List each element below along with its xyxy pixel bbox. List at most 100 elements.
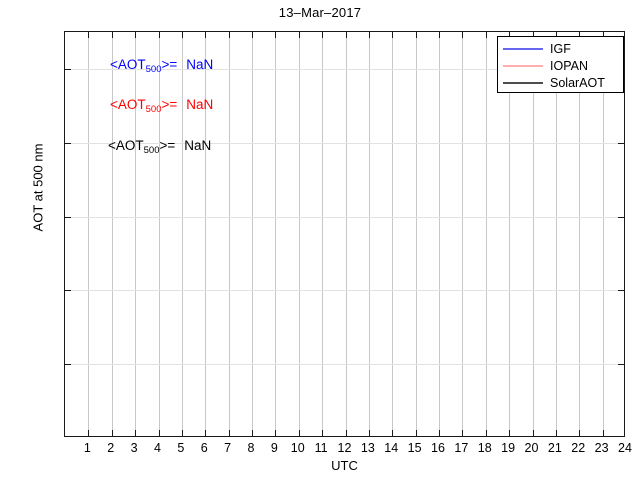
x-tick-mark [509,430,511,436]
y-tick-mark [65,68,71,70]
annotation-value: NaN [186,57,214,72]
x-tick-mark [135,32,137,38]
gridline-vertical [322,32,324,436]
legend-entry[interactable]: IOPAN [498,57,623,74]
gridline-vertical [462,32,464,436]
y-tick-mark [65,216,71,218]
annotation-suffix: >= [161,97,178,112]
x-tick-mark [368,32,370,38]
x-tick-mark [485,32,487,38]
x-tick-label: 5 [177,441,185,455]
gridline-vertical [228,32,230,436]
x-tick-mark [111,430,113,436]
legend-label: SolarAOT [550,75,605,90]
x-tick-label: 4 [154,441,161,455]
y-tick-mark [65,364,71,366]
x-tick-label: 9 [270,441,278,455]
x-tick-mark [345,430,347,436]
x-tick-mark [205,32,207,38]
legend-entry[interactable]: SolarAOT [498,74,623,91]
annotation-subscript: 500 [145,64,162,75]
x-tick-mark [228,430,230,436]
x-tick-mark [532,32,534,38]
legend-label: IGF [550,41,571,56]
x-tick-label: 8 [247,441,255,455]
x-tick-label: 15 [407,441,422,455]
annotation-subscript: 500 [145,104,162,115]
gridline-vertical [135,32,137,436]
annotation-mean-aot-solaraot: <AOT500>= NaN [108,138,212,156]
x-tick-mark [602,430,604,436]
x-tick-mark [439,32,440,38]
x-tick-label: 13 [360,441,375,455]
legend-entry[interactable]: IGF [498,40,623,57]
x-tick-mark [415,32,417,38]
legend-line-swatch [503,47,543,50]
x-tick-mark [509,32,511,38]
annotation-subscript: 500 [143,145,160,156]
x-tick-mark [392,430,394,436]
x-tick-mark [322,32,324,38]
x-tick-mark [135,430,137,436]
x-tick-label: 2 [107,441,115,455]
gridline-vertical [485,32,487,436]
chart-legend: IGF IOPAN SolarAOT [497,36,624,93]
x-tick-mark [252,430,253,436]
gridline-vertical [298,32,300,436]
annotation-suffix: >= [161,57,178,72]
x-tick-mark [181,32,183,38]
x-tick-mark [252,32,253,38]
x-tick-mark [555,430,557,436]
x-tick-mark [322,430,324,436]
gridline-vertical [111,32,113,436]
x-tick-label: 19 [501,441,516,455]
gridline-vertical [368,32,370,436]
x-tick-label: 3 [130,441,138,455]
x-tick-label: 23 [594,441,609,455]
x-axis-label: UTC [331,458,358,473]
x-tick-label: 18 [477,441,492,455]
gridline-vertical [555,32,557,436]
x-tick-mark [579,32,581,38]
gridline-vertical [181,32,183,436]
gridline-vertical [252,32,253,436]
annotation-prefix: <AOT [110,57,146,72]
annotation-prefix: <AOT [108,138,144,153]
x-tick-mark [275,430,277,436]
x-tick-label: 1 [83,441,91,455]
gridline-vertical [205,32,207,436]
legend-line-swatch [503,81,543,84]
x-tick-label: 24 [618,441,632,455]
x-tick-mark [368,430,370,436]
legend-line-swatch [503,64,543,67]
x-tick-mark [555,32,557,38]
gridline-vertical [602,32,604,436]
x-tick-mark [205,430,207,436]
x-tick-mark [158,32,160,38]
x-tick-label: 21 [547,441,562,455]
x-tick-label: 10 [290,441,305,455]
x-tick-mark [462,430,464,436]
x-tick-label: 22 [571,441,586,455]
gridline-vertical [392,32,394,436]
x-tick-label: 16 [431,441,445,455]
legend-label: IOPAN [550,58,588,73]
y-tick-mark [618,216,624,218]
gridline-vertical [158,32,160,436]
gridline-horizontal [65,290,624,292]
x-tick-label: 17 [454,441,469,455]
gridline-horizontal [65,216,624,218]
gridline-vertical [532,32,534,436]
plot-area [64,31,625,437]
x-tick-label: 7 [224,441,232,455]
y-tick-mark [65,142,71,144]
x-tick-mark [392,32,394,38]
x-tick-mark [88,32,90,38]
annotation-suffix: >= [159,138,176,153]
y-tick-mark [65,290,71,292]
x-tick-mark [485,430,487,436]
annotation-value: NaN [184,138,212,153]
x-tick-mark [579,430,581,436]
y-tick-mark [618,290,624,292]
gridline-vertical [345,32,347,436]
